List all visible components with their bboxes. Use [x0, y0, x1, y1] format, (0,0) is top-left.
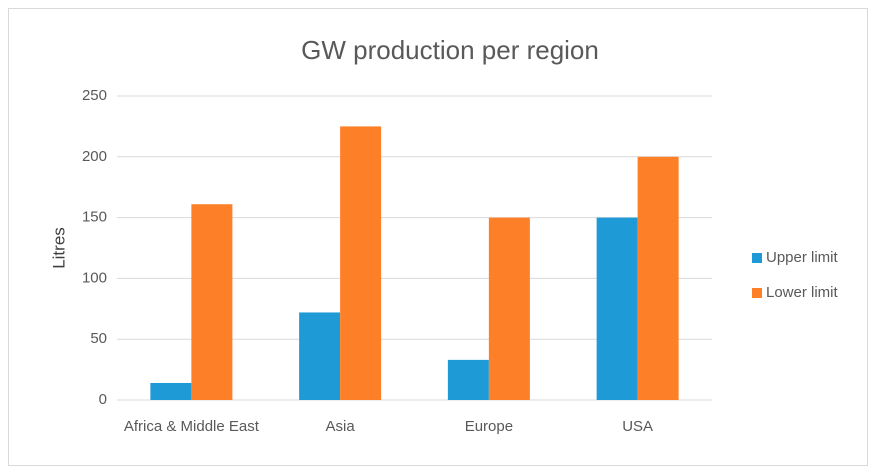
legend-label: Lower limit	[766, 284, 839, 301]
x-tick-label: Asia	[325, 418, 355, 435]
bar	[596, 217, 638, 400]
bar	[637, 156, 679, 400]
bar	[447, 359, 489, 400]
y-tick-label: 0	[99, 391, 107, 408]
x-tick-label: USA	[622, 418, 654, 435]
y-tick-label: 200	[82, 148, 107, 165]
bar	[488, 217, 530, 400]
y-tick-label: 100	[82, 269, 107, 286]
x-tick-label: Africa & Middle East	[123, 418, 259, 435]
legend-label: Upper limit	[766, 249, 839, 266]
x-tick-label: Europe	[464, 418, 514, 435]
bar	[191, 204, 233, 400]
bar	[299, 312, 341, 400]
bar	[150, 382, 192, 400]
y-tick-label: 50	[90, 330, 107, 347]
chart-title: GW production per region	[301, 35, 599, 65]
y-tick-label: 250	[82, 87, 107, 104]
bar	[340, 126, 382, 401]
legend-swatch	[752, 288, 762, 298]
legend-swatch	[752, 253, 762, 263]
y-tick-label: 150	[82, 209, 107, 226]
chart-border	[8, 8, 868, 466]
y-axis-label: Litres	[49, 227, 68, 269]
